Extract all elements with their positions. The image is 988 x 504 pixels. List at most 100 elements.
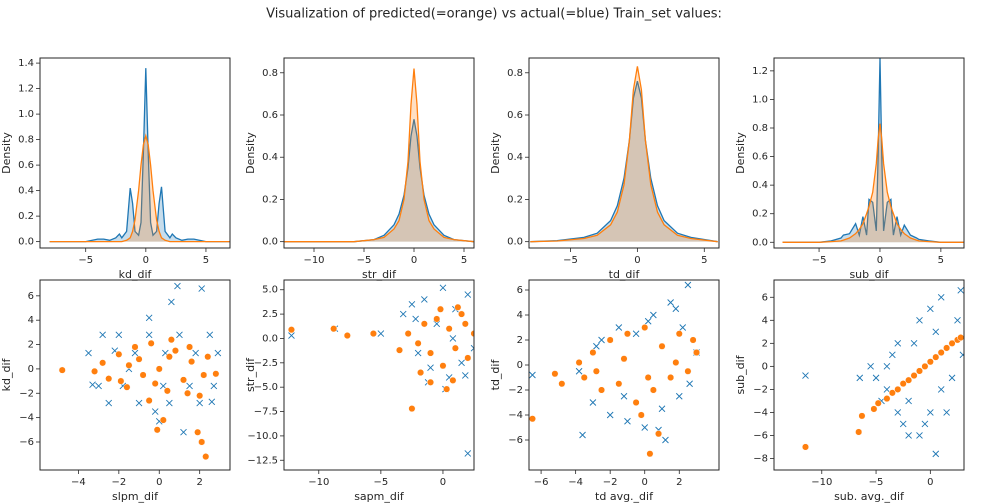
point — [436, 305, 445, 313]
point — [123, 383, 131, 391]
y-tick-label: 1.0 — [752, 94, 768, 105]
point — [957, 287, 964, 294]
point — [214, 349, 222, 357]
point — [899, 380, 907, 388]
axes-frame — [283, 279, 475, 471]
x-tick-label: −5 — [869, 477, 884, 488]
y-tick-label: −2.5 — [254, 358, 278, 369]
y-tick-label: −4 — [508, 410, 523, 421]
point — [408, 405, 416, 413]
point — [426, 349, 435, 357]
point — [176, 331, 183, 339]
point — [458, 359, 465, 367]
y-tick-label: 6 — [762, 292, 768, 303]
kde-area — [49, 135, 230, 242]
x-tick-label: 5 — [203, 255, 209, 266]
point — [470, 330, 474, 338]
y-tick-label: 1.2 — [18, 84, 34, 95]
point — [343, 331, 351, 340]
plot-area — [801, 287, 964, 458]
point — [449, 335, 457, 342]
point — [439, 362, 447, 370]
point — [575, 367, 583, 375]
point — [145, 397, 153, 405]
point — [420, 320, 428, 328]
x-tick-label: −4 — [568, 477, 583, 488]
point — [915, 367, 924, 375]
point — [592, 367, 600, 375]
kde-line — [782, 123, 964, 243]
point — [414, 349, 422, 357]
y-tick-label: 0.8 — [18, 135, 34, 146]
point — [910, 340, 918, 347]
point — [932, 450, 940, 458]
point — [186, 382, 193, 390]
point — [954, 316, 961, 324]
point — [180, 428, 187, 436]
point — [684, 281, 692, 289]
y-tick-label: 0 — [28, 364, 34, 375]
point — [916, 316, 923, 324]
point — [206, 331, 214, 339]
kde-area — [530, 81, 718, 242]
point — [165, 353, 173, 361]
point — [932, 353, 940, 361]
point — [58, 366, 66, 374]
point — [948, 339, 956, 347]
point — [606, 336, 614, 344]
point — [443, 385, 451, 393]
y-tick-label: 0.2 — [507, 194, 523, 205]
x-axis-label: sub. avg._dif — [834, 490, 905, 503]
point — [184, 389, 192, 397]
point — [957, 334, 964, 342]
point — [421, 296, 428, 303]
point — [196, 392, 204, 400]
point — [330, 325, 338, 333]
point — [461, 320, 469, 328]
plot-area — [49, 68, 230, 243]
y-tick-label: 0.6 — [18, 160, 34, 171]
point — [139, 371, 147, 379]
y-tick-label: 0.8 — [507, 68, 523, 79]
axes-frame — [39, 279, 231, 471]
y-axis-label: td_dif — [489, 359, 502, 391]
point — [926, 358, 934, 366]
point — [658, 405, 666, 413]
point — [212, 370, 220, 378]
point — [692, 348, 701, 357]
y-tick-label: −10.0 — [247, 431, 278, 442]
point — [95, 382, 102, 390]
point — [464, 291, 472, 298]
x-tick-label: −10 — [308, 477, 329, 488]
point — [632, 398, 640, 407]
point — [200, 371, 208, 379]
point — [115, 331, 123, 339]
point — [412, 315, 419, 323]
x-tick-label: 2 — [676, 477, 682, 488]
point — [580, 373, 588, 382]
kde-line — [530, 81, 718, 243]
point — [883, 386, 891, 393]
point — [684, 367, 692, 375]
plot-area — [287, 284, 474, 457]
point — [208, 398, 216, 406]
point — [192, 349, 199, 357]
point — [454, 303, 462, 311]
point — [889, 351, 896, 359]
point — [427, 364, 434, 372]
point — [529, 371, 536, 379]
y-tick-label: −8 — [753, 453, 768, 464]
point — [937, 293, 945, 301]
y-axis-label: str_dif — [244, 357, 257, 392]
point — [210, 382, 218, 390]
y-tick-label: 6 — [28, 291, 34, 302]
y-tick-label: 0.4 — [262, 152, 278, 163]
point — [623, 330, 632, 338]
kde-area — [782, 123, 964, 243]
x-tick-label: −4 — [71, 477, 86, 488]
y-tick-label: 2 — [28, 340, 34, 351]
point — [872, 374, 880, 382]
y-tick-label: −6 — [753, 430, 768, 441]
y-tick-label: −4 — [753, 407, 768, 418]
point — [649, 386, 657, 394]
